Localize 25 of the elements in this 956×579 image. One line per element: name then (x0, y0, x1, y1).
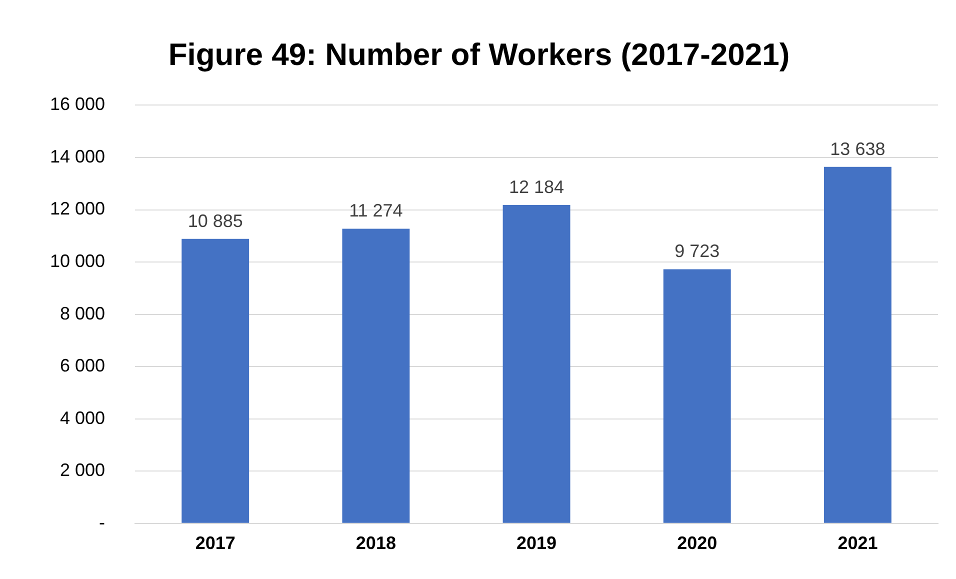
x-tick-label: 2019 (516, 533, 557, 554)
x-tick-label: 2018 (356, 533, 396, 554)
chart-title: Figure 49: Number of Workers (2017-2021) (168, 37, 790, 72)
y-tick-label: 8 000 (60, 303, 106, 324)
x-tick-label: 2021 (838, 533, 878, 554)
data-label: 10 885 (188, 210, 243, 231)
y-tick-label: 10 000 (50, 250, 106, 271)
bar (824, 166, 892, 523)
data-label: 9 723 (674, 241, 720, 262)
y-tick-label: 4 000 (60, 408, 106, 428)
y-tick-label: 6 000 (60, 356, 106, 376)
x-tick-label: 2017 (195, 533, 236, 554)
y-tick-label: 2 000 (60, 460, 106, 480)
bar (182, 238, 250, 523)
y-tick-label: - (99, 512, 106, 532)
x-tick-label: 2020 (677, 533, 718, 554)
y-tick-label: 12 000 (50, 198, 106, 219)
bar (663, 269, 731, 523)
data-label: 11 274 (349, 200, 403, 221)
data-label: 12 184 (508, 176, 564, 197)
data-label: 13 638 (830, 138, 886, 159)
bar (342, 228, 410, 523)
y-tick-label: 16 000 (50, 94, 106, 114)
bar (502, 204, 570, 523)
y-tick-label: 14 000 (50, 146, 106, 166)
